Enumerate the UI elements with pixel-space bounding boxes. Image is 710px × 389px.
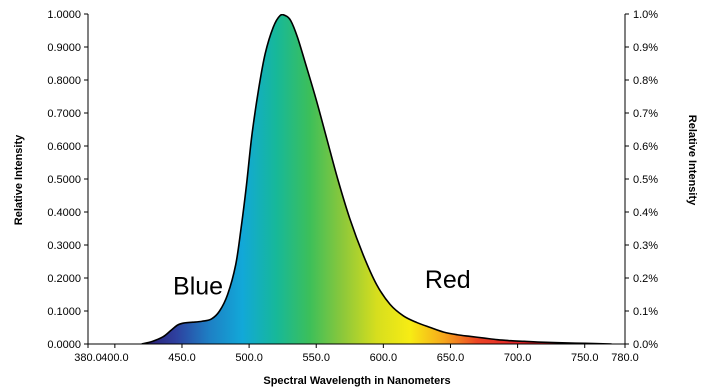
y-tick-label-left: 0.7000 <box>47 108 81 120</box>
y-tick-label-right: 0.5% <box>633 174 658 186</box>
y-tick-label-left: 0.1000 <box>47 306 81 318</box>
y-tick-label-left: 0.9000 <box>47 42 81 54</box>
y-tick-label-right: 0.4% <box>633 207 658 219</box>
y-axis-title-right: Relative Intensity <box>686 115 698 206</box>
x-tick-label: 650.0 <box>437 352 465 364</box>
area-layer <box>141 14 612 344</box>
y-tick-label-left: 0.8000 <box>47 75 81 87</box>
x-tick-label: 550.0 <box>302 352 330 364</box>
y-tick-label-right: 0.8% <box>633 75 658 87</box>
annotation-layer: Blue Red <box>173 266 471 301</box>
y-tick-label-left: 0.0000 <box>47 339 81 351</box>
y-tick-label-right: 1.0% <box>633 9 658 21</box>
x-tick-label: 750.0 <box>571 352 599 364</box>
y-axis-title-left: Relative Intensity <box>13 134 25 225</box>
y-tick-label-right: 0.6% <box>633 141 658 153</box>
x-tick-label: 380.0 <box>74 352 102 364</box>
x-tick-label: 400.0 <box>101 352 129 364</box>
ticks-layer: 380.0 400.0 450.0 500.0 550.0 600.0 650.0 700.0… <box>47 9 658 364</box>
y-tick-label-left: 0.3000 <box>47 240 81 252</box>
x-tick-label: 600.0 <box>370 352 398 364</box>
y-tick-label-right: 0.7% <box>633 108 658 120</box>
y-tick-label-right: 0.9% <box>633 42 658 54</box>
annotation-red: Red <box>425 266 471 294</box>
y-tick-label-left: 0.2000 <box>47 273 81 285</box>
y-tick-label-left: 0.4000 <box>47 207 81 219</box>
y-tick-label-right: 0.1% <box>633 306 658 318</box>
x-tick-label: 700.0 <box>504 352 532 364</box>
y-tick-label-left: 0.5000 <box>47 174 81 186</box>
y-tick-label-right: 0.2% <box>633 273 658 285</box>
x-tick-label: 780.0 <box>611 352 639 364</box>
spectrum-line <box>141 14 612 344</box>
y-tick-label-right: 0.0% <box>633 339 658 351</box>
y-tick-label-right: 0.3% <box>633 240 658 252</box>
y-tick-label-left: 1.0000 <box>47 9 81 21</box>
annotation-blue: Blue <box>173 273 223 301</box>
x-tick-label: 450.0 <box>168 352 196 364</box>
spectrum-area <box>141 14 612 344</box>
y-tick-label-left: 0.6000 <box>47 141 81 153</box>
x-axis-title: Spectral Wavelength in Nanometers <box>263 375 450 387</box>
x-tick-label: 500.0 <box>235 352 263 364</box>
